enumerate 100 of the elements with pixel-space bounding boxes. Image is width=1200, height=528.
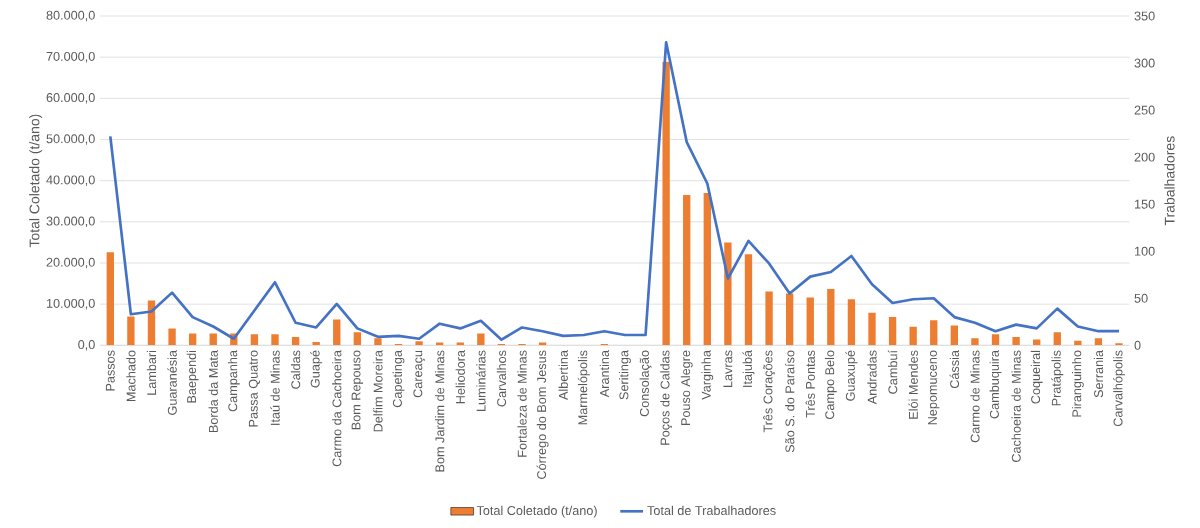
y2-tick-label: 0 — [1134, 340, 1141, 350]
bar — [1012, 337, 1020, 346]
y-tick-label: 40.000,0 — [46, 175, 95, 186]
bar — [1115, 343, 1123, 346]
y-tick-label: 10.000,0 — [46, 298, 95, 310]
bar — [456, 342, 464, 346]
x-tick-label: Córrego do Bom Jesus — [536, 350, 549, 479]
x-tick-label: Guaxupé — [845, 350, 858, 401]
x-tick-label: Campo Belo — [824, 350, 837, 420]
y2-tick-label: 100 — [1135, 246, 1155, 256]
x-tick-label: Guapé — [310, 350, 323, 388]
bar — [991, 334, 1000, 346]
bar — [168, 328, 176, 346]
bar — [1094, 338, 1103, 346]
legend-label: Total Coletado (t/ano) — [476, 505, 597, 518]
x-tick-label: Serrania — [1093, 350, 1104, 398]
x-tick-label: Cachoeira de Minas — [1011, 350, 1021, 463]
x-tick-label: Bom Repouso — [351, 350, 364, 430]
x-tick-label: Nepomuceno — [928, 350, 940, 425]
bar — [785, 293, 794, 346]
bar — [1053, 332, 1061, 346]
x-tick-label: Itajubá — [742, 350, 755, 387]
x-tick-label: Luminárias — [476, 350, 486, 411]
x-tick-label: Coqueiral — [1030, 350, 1043, 404]
bar — [147, 300, 156, 346]
x-tick-label: Passos — [105, 350, 115, 391]
bar — [724, 242, 732, 346]
y2-tick-label: 200 — [1134, 152, 1155, 162]
bar — [415, 341, 423, 346]
bar — [765, 291, 773, 346]
y2-tick-label: 250 — [1134, 105, 1155, 115]
x-tick-label: Carvalhos — [496, 350, 507, 407]
x-tick-label: Borda da Mata — [208, 350, 218, 433]
x-tick-label: Baependi — [186, 350, 199, 403]
bar — [127, 316, 135, 346]
bar — [827, 288, 835, 346]
line-series — [108, 41, 1121, 342]
y-tick-label: 0,0 — [78, 340, 95, 351]
bar — [188, 333, 197, 346]
bar — [703, 193, 711, 346]
x-tick-label: Capetinga — [392, 350, 405, 408]
bar — [333, 319, 341, 346]
x-tick-label: Carmo de Minas — [970, 350, 980, 443]
x-tick-label: Carvalhópolis — [1113, 350, 1126, 427]
bar — [106, 252, 114, 346]
bar — [868, 312, 876, 346]
x-tick-label: Pratápolis — [1051, 350, 1064, 406]
bar — [662, 61, 670, 346]
x-tick-label: Albertina — [558, 350, 568, 400]
bar — [209, 333, 217, 346]
x-tick-label: Cambuí — [887, 350, 898, 394]
x-tick-label: Andradas — [867, 350, 877, 405]
x-tick-label: Cambuquira — [989, 350, 1002, 419]
x-tick-label: Marmelópolis — [577, 350, 590, 425]
y2-tick-label: 350 — [1134, 11, 1155, 21]
x-tick-label: Lambari — [146, 350, 157, 395]
y-axis-title: Total Coletado (t/ano) — [29, 114, 43, 248]
x-tick-label: Fortaleza de Minas — [517, 350, 527, 457]
bar — [271, 334, 279, 346]
bar — [374, 338, 382, 346]
bar — [806, 297, 814, 346]
x-tick-label: Seritinga — [619, 350, 631, 400]
x-tick-label: Poços de Caldas — [660, 350, 673, 445]
x-tick-label: Itaú de Minas — [270, 350, 280, 425]
x-tick-label: Piranguinho — [1071, 350, 1084, 417]
x-tick-label: Guaranésia — [167, 350, 177, 415]
x-tick-label: Três Corações — [763, 350, 776, 433]
bar — [847, 299, 856, 346]
x-tick-label: Consolação — [639, 350, 652, 417]
x-tick-label: Arantina — [599, 350, 610, 398]
bar — [291, 337, 300, 346]
bar — [477, 333, 485, 346]
bar — [1074, 340, 1082, 346]
bar — [950, 325, 959, 346]
bar — [683, 195, 691, 346]
x-tick-label: Elói Mendes — [908, 350, 918, 419]
x-tick-label: Pouso Alegre — [680, 350, 693, 426]
bar — [971, 338, 979, 346]
x-tick-label: Bom Jardim de Minas — [435, 350, 445, 472]
bar — [250, 334, 259, 346]
x-tick-label: Carmo da Cachoeira — [332, 350, 342, 467]
x-tick-label: Heliodora — [455, 350, 465, 404]
bar — [538, 342, 547, 346]
y2-axis-title: Trabalhadores — [1164, 136, 1175, 226]
x-tick-label: Três Pontas — [805, 350, 815, 418]
x-tick-label: Campanha — [227, 350, 240, 412]
x-tick-label: Varginha — [701, 350, 714, 400]
y2-tick-label: 300 — [1134, 58, 1155, 68]
legend-label: Total de Trabalhadores — [647, 505, 776, 516]
y2-tick-label: 150 — [1135, 199, 1155, 209]
x-tick-label: Delfim Moreira — [373, 350, 383, 432]
x-tick-label: Passa Quatro — [248, 350, 261, 427]
x-tick-label: Lavras — [723, 350, 733, 387]
y-tick-label: 80.000,0 — [46, 10, 95, 22]
x-tick-label: Careaçu — [413, 350, 425, 398]
x-tick-label: Cássia — [949, 350, 960, 389]
y-tick-label: 70.000,0 — [46, 51, 95, 63]
y2-tick-label: 50 — [1134, 293, 1148, 303]
x-tick-label: Caldas — [290, 350, 301, 389]
bar — [909, 326, 917, 346]
